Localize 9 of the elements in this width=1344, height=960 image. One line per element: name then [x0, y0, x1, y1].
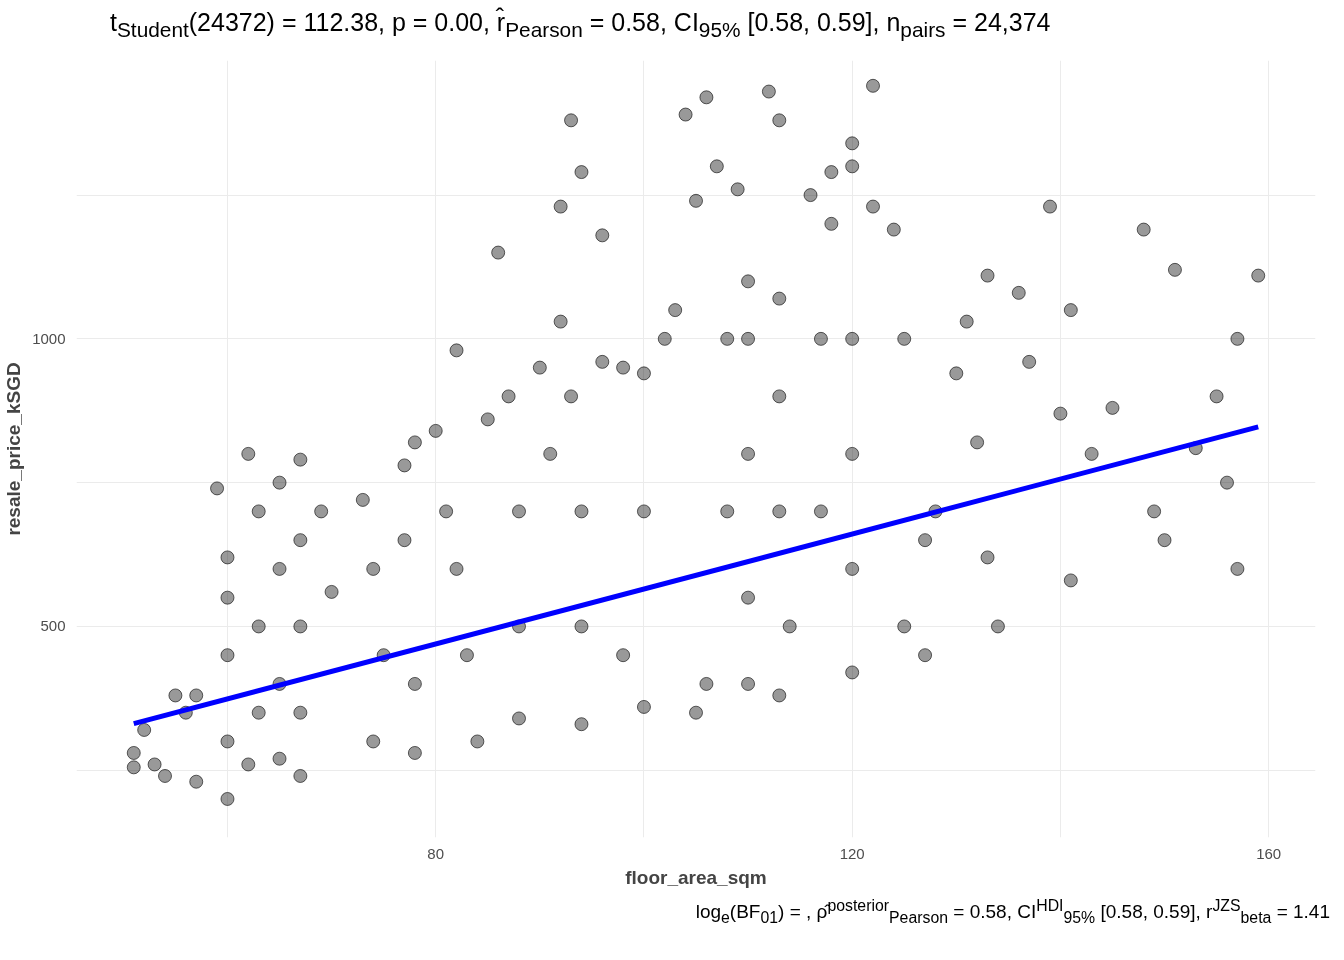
x-tick-label: 120 [839, 844, 865, 862]
y-axis-title: resale_price_kSGD [3, 362, 25, 536]
chart-title: t$_{Student}$(24372) = 112.38, p = 0.00, r̂$_{Pearson}$ = 0.58, CI$_{95%}$ [0.58, 0.59], n$_{pairs}$ = 24,374 [110, 8, 1051, 41]
x-axis-title: floor_area_sqm [625, 866, 767, 888]
y-tick-label: 1000 [32, 329, 66, 347]
x-tick-label: 80 [427, 844, 445, 862]
x-tick-label: 160 [1256, 844, 1282, 862]
y-tick-label: 500 [40, 617, 66, 635]
text: log$_{e}$(BF$_{01}$) = , ρ̂$^{posterior}$$_{Pearson}$ = 0.58, CI$^{HDI}$$_{95%}$ [0.58, 0.59], r$^{JZS}$$_{beta}$ = 1.41 [695, 897, 1330, 927]
